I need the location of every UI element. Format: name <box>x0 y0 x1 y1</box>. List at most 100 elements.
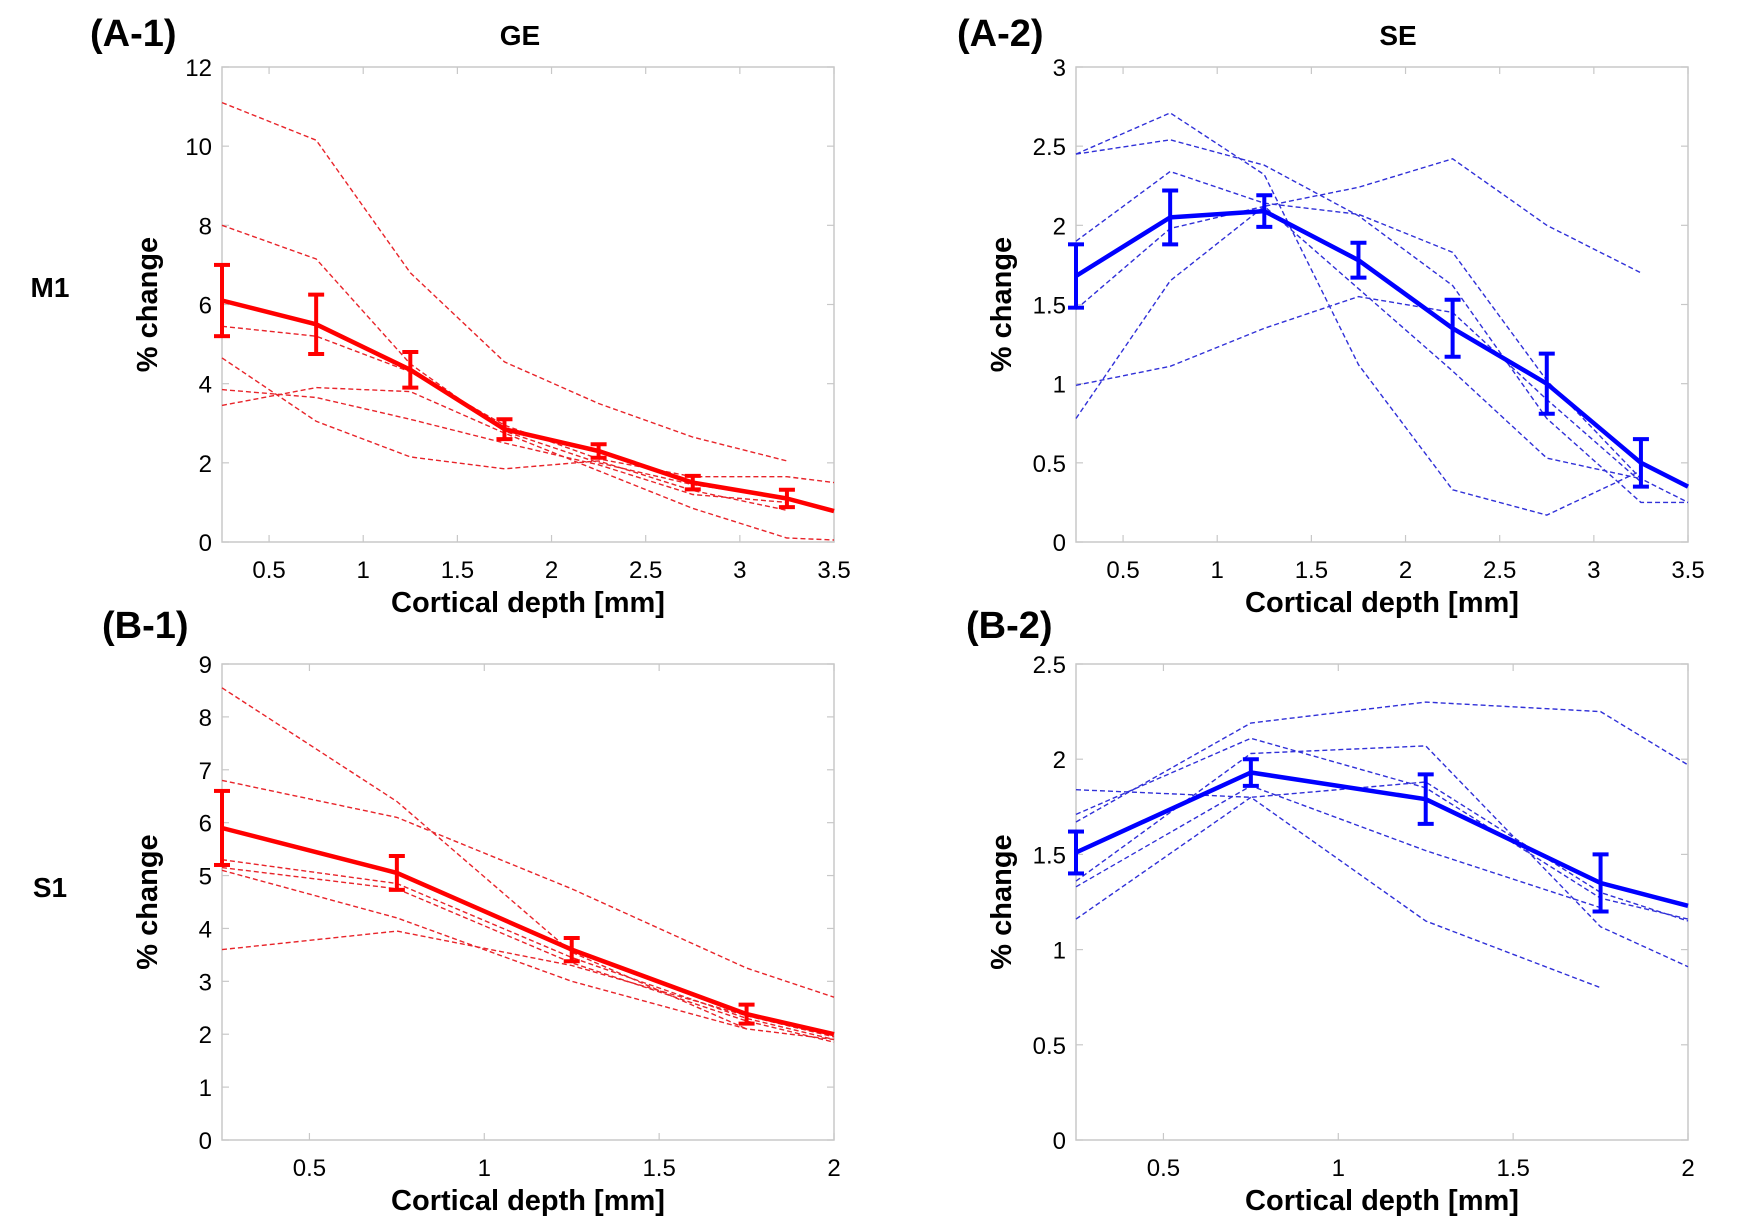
y-tick-label: 8 <box>199 705 212 732</box>
error-bar <box>308 292 325 356</box>
x-tick-label: 1.5 <box>1295 557 1328 584</box>
subject-line-subject-6 <box>221 930 835 1038</box>
row-label-s1: S1 <box>33 872 67 903</box>
x-tick-label: 0.5 <box>252 557 285 584</box>
x-tick-label: 2 <box>1399 557 1412 584</box>
subject-line-subject-4 <box>221 866 835 1043</box>
error-bar <box>1068 829 1084 876</box>
panel-label: (A-2) <box>957 13 1044 55</box>
subject-line-subject-5 <box>1075 158 1642 419</box>
y-axis-title: % change <box>132 237 164 372</box>
x-tick-label: 2 <box>1681 1155 1694 1182</box>
error-bar <box>1632 437 1649 489</box>
panel-b2: (B-2) 0 0.5 1 1.5 2 2.5 0.5 1 1.5 2 Cortical depth… <box>966 605 1695 1217</box>
panel-label: (B-2) <box>966 605 1053 647</box>
y-tick-label: 2.5 <box>1033 652 1066 679</box>
y-tick-label: 2 <box>199 451 212 478</box>
y-tick-label: 1.5 <box>1033 293 1066 320</box>
x-tick-label: 1.5 <box>1496 1155 1529 1182</box>
y-tick-label: 2 <box>1053 747 1066 774</box>
y-axis-title: % change <box>132 834 164 969</box>
subject-line-subject-1 <box>1075 701 1689 823</box>
x-tick-label: 1 <box>478 1155 491 1182</box>
y-tick-label: 7 <box>199 758 212 785</box>
y-tick-label: 1 <box>1053 938 1066 965</box>
panel-a2: (A-2) 0 0.5 1 1.5 2 2.5 3 0.5 1 1.5 2 2.5 3 3.5 Cortic… <box>957 13 1705 619</box>
subject-line-subject-5 <box>221 388 787 504</box>
x-tick-label: 3.5 <box>817 557 850 584</box>
panel-label: (A-1) <box>90 13 177 55</box>
error-bar <box>1592 852 1609 914</box>
y-tick-label: 0 <box>199 530 212 557</box>
x-tick-label: 0.5 <box>1147 1155 1180 1182</box>
subject-line-subject-1 <box>221 687 747 1030</box>
error-bar <box>496 417 513 442</box>
error-bar <box>1162 188 1179 247</box>
error-bar <box>214 788 230 867</box>
y-tick-label: 2 <box>199 1022 212 1049</box>
subject-line-subject-3 <box>221 325 835 484</box>
error-bar <box>214 262 230 339</box>
subject-line-subject-3 <box>1075 781 1689 922</box>
x-axis-title: Cortical depth [mm] <box>1245 587 1519 619</box>
subject-line-subject-1 <box>221 101 788 462</box>
y-tick-label: 1 <box>1053 372 1066 399</box>
y-tick-label: 1.5 <box>1033 842 1066 869</box>
x-tick-label: 3 <box>733 557 746 584</box>
y-tick-label: 3 <box>1053 55 1066 82</box>
error-bar <box>1350 240 1367 280</box>
subject-line-subject-6 <box>1075 796 1601 989</box>
plot-frame <box>1075 663 1689 1141</box>
y-axis-title: % change <box>986 237 1018 372</box>
x-tick-label: 2.5 <box>629 557 662 584</box>
y-tick-label: 2.5 <box>1033 134 1066 161</box>
y-tick-label: 4 <box>199 916 212 943</box>
x-tick-label: 1.5 <box>642 1155 675 1182</box>
x-tick-label: 2.5 <box>1483 557 1516 584</box>
y-tick-label: 3 <box>199 969 212 996</box>
y-tick-label: 8 <box>199 213 212 240</box>
y-tick-label: 0 <box>1053 530 1066 557</box>
mean-line <box>1074 208 1690 489</box>
error-bar <box>1068 242 1084 310</box>
y-axis-title: % change <box>986 834 1018 969</box>
error-bar <box>1417 772 1434 826</box>
y-tick-label: 12 <box>185 55 212 82</box>
x-axis-title: Cortical depth [mm] <box>1245 1185 1519 1217</box>
error-bar <box>1538 351 1555 416</box>
error-bar <box>402 350 419 390</box>
subject-line-subject-2 <box>1075 737 1689 920</box>
error-bar <box>738 1002 755 1026</box>
y-tick-label: 10 <box>185 134 212 161</box>
y-tick-label: 0 <box>199 1128 212 1155</box>
panel-label: (B-1) <box>102 605 189 647</box>
error-bar <box>563 935 580 964</box>
error-bar <box>1444 297 1461 359</box>
x-axis-title: Cortical depth [mm] <box>391 1185 665 1217</box>
y-tick-label: 5 <box>199 864 212 891</box>
subject-line-subject-3 <box>1075 170 1689 504</box>
error-bar <box>590 442 607 460</box>
mean-line <box>1075 770 1689 908</box>
error-bar <box>684 473 701 492</box>
subject-line-subject-1 <box>1075 112 1642 516</box>
subject-line-subject-5 <box>221 869 835 1041</box>
y-tick-label: 6 <box>199 811 212 838</box>
subject-line-subject-2 <box>221 779 835 998</box>
x-tick-label: 1 <box>1332 1155 1345 1182</box>
error-bar <box>778 487 795 510</box>
panel-a1: (A-1) 0 2 4 6 8 10 12 0.5 1 1.5 2 2.5 3 3.5 Cortical d… <box>90 13 851 619</box>
x-tick-label: 3.5 <box>1671 557 1704 584</box>
subject-line-subject-4 <box>221 357 788 511</box>
y-tick-label: 0.5 <box>1033 451 1066 478</box>
column-title-ge: GE <box>500 20 540 51</box>
column-title-se: SE <box>1379 20 1416 51</box>
x-tick-label: 1 <box>357 557 370 584</box>
subject-line-subject-5 <box>1075 785 1601 909</box>
y-tick-label: 0.5 <box>1033 1033 1066 1060</box>
y-tick-label: 2 <box>1053 213 1066 240</box>
y-tick-label: 4 <box>199 372 212 399</box>
mean-line <box>221 298 835 514</box>
error-bar <box>388 853 405 892</box>
